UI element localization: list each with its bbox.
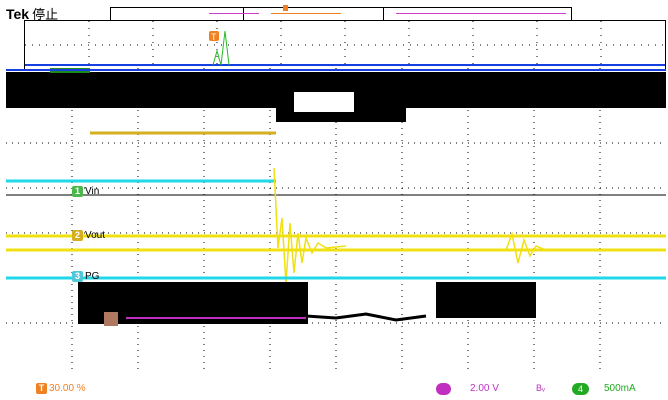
ch4-scale[interactable]: 4	[572, 383, 590, 395]
overview-trigger-icon	[209, 31, 219, 41]
window-right-bracket	[383, 8, 384, 20]
trigger-position-marker[interactable]	[283, 5, 288, 11]
ch4-scale-badge: 4	[572, 383, 590, 395]
window-left-bracket	[243, 8, 244, 20]
trigger-level[interactable]: T 30.00 %	[36, 383, 86, 394]
record-position-bar[interactable]	[110, 5, 572, 21]
ch2-label[interactable]: 2 Vout	[72, 230, 105, 241]
overview-trigger-label: T	[211, 32, 217, 42]
ch1-badge: 1	[72, 186, 83, 197]
waveform-svg	[6, 68, 666, 372]
waveform-display[interactable]	[6, 68, 666, 372]
window-range-mid	[271, 13, 341, 14]
bandwidth-limit: Bᵥ	[536, 383, 545, 393]
ch-scale-value[interactable]: 2.00 V	[470, 383, 499, 394]
ch2-ringing	[273, 167, 347, 284]
status-bar: T 30.00 % 2.00 V Bᵥ 4 500mA	[0, 378, 668, 400]
overview-spike	[212, 30, 230, 66]
trigger-level-value: 30.00 %	[49, 383, 86, 394]
ch3-label[interactable]: 3 PG	[72, 271, 99, 282]
ch4-noise	[305, 312, 427, 322]
brand-label: Tek 停止	[6, 4, 58, 23]
ch-scale-badge[interactable]	[436, 383, 451, 395]
brand-name: Tek	[6, 6, 30, 22]
overview-grid	[25, 21, 665, 69]
trigger-icon: T	[36, 383, 47, 394]
ch-scale-pill	[436, 383, 451, 395]
burst-gap	[294, 92, 354, 112]
ch3-name: PG	[85, 271, 100, 282]
ch4-low-burst-b	[436, 282, 536, 318]
ch1-name: Vin	[85, 186, 100, 197]
ch4-marker	[104, 312, 118, 326]
overview-waveform: T	[24, 20, 666, 70]
ch4-scale-value[interactable]: 500mA	[604, 383, 636, 394]
window-range-left	[209, 13, 259, 14]
ch1-label[interactable]: 1 Vin	[72, 186, 99, 197]
window-range-right	[396, 13, 566, 14]
overview-svg: T	[25, 21, 665, 69]
acquisition-state: 停止	[32, 7, 59, 22]
ch3-badge: 3	[72, 271, 83, 282]
ch2-badge: 2	[72, 230, 83, 241]
ch2-ringing-2	[505, 231, 547, 264]
ch2-name: Vout	[85, 230, 106, 241]
